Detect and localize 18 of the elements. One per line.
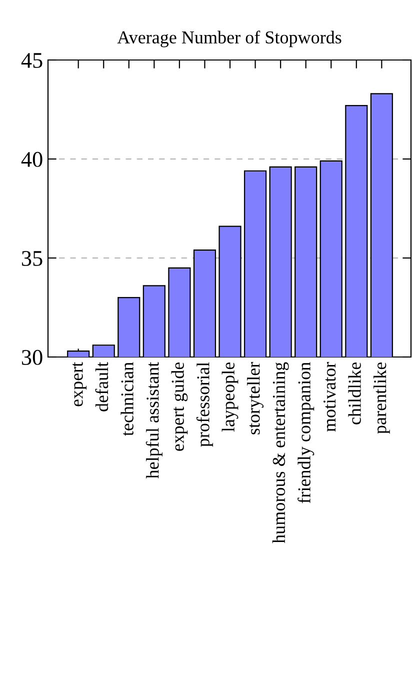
x-tick-label: motivator xyxy=(324,362,336,432)
x-tick-label: expert guide xyxy=(171,362,188,451)
x-tick-label: friendly companion xyxy=(298,362,314,504)
x-tick-label: expert xyxy=(72,362,87,406)
x-tick-label: helpful assistant xyxy=(146,362,162,479)
x-tick-label: professorial xyxy=(196,362,214,447)
x-tick-label: storyteller xyxy=(247,362,264,434)
x-tick-label: childlike xyxy=(348,362,361,424)
y-tick-label: 35 xyxy=(22,250,42,266)
y-tick-label: 30 xyxy=(22,350,42,365)
x-tick-label: parentlike xyxy=(373,362,390,434)
y-tick-label: 45 xyxy=(21,53,42,68)
x-tick-label: technician xyxy=(120,362,134,436)
y-tick-label: 40 xyxy=(21,152,42,167)
x-tick-label: laypeople xyxy=(222,362,238,432)
chart-title: Average Number of Stopwords xyxy=(117,30,342,48)
x-tick-label: humorous & entertaining xyxy=(272,362,289,544)
x-tick-label: default xyxy=(95,362,108,412)
